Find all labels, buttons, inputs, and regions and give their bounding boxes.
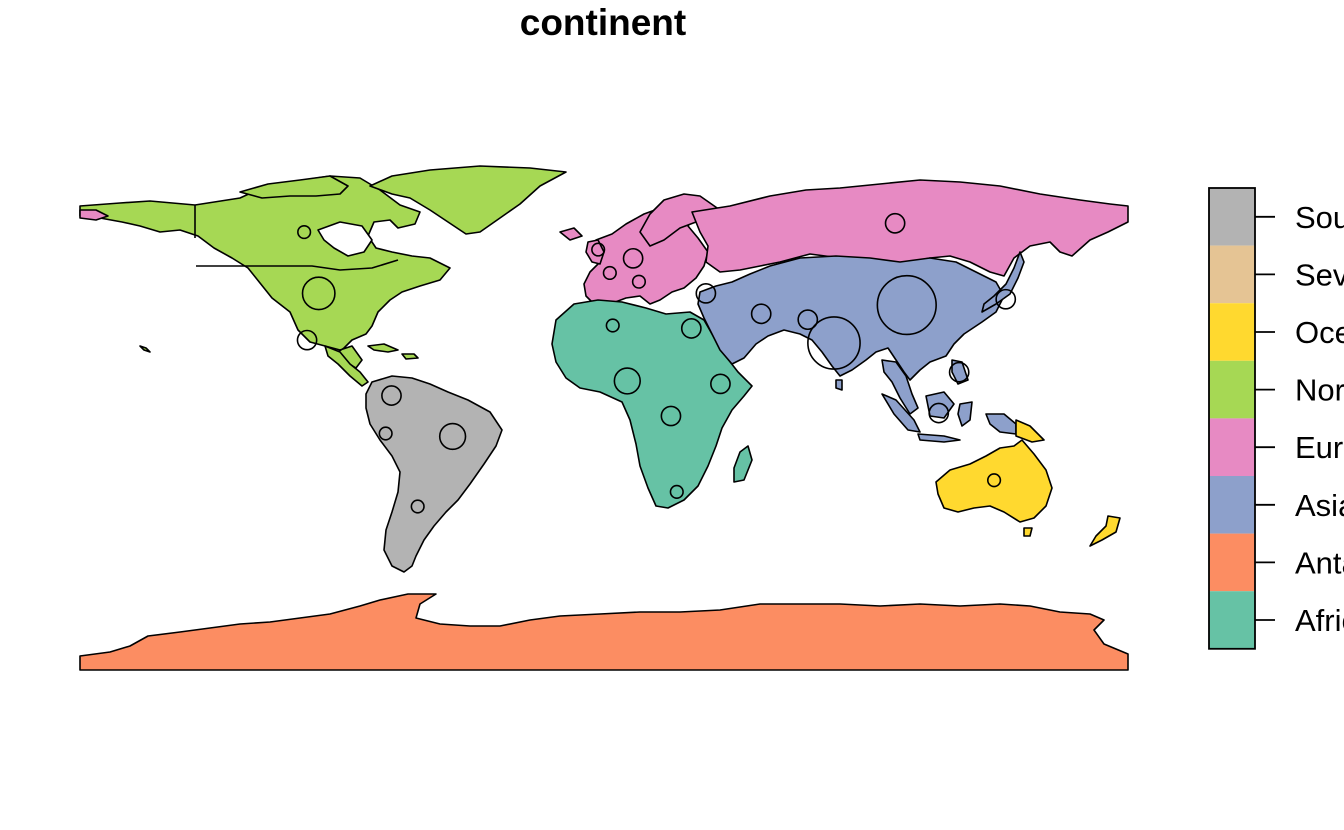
symbol-argentina	[410, 499, 425, 514]
symbol-peru	[378, 426, 393, 441]
legend-label: Seven seas (open ocean)	[1295, 257, 1344, 292]
map-title: continent	[519, 2, 687, 43]
symbol-nigeria	[613, 367, 641, 395]
legend-swatch	[1209, 303, 1255, 361]
region-russia-west-chukotka	[79, 209, 109, 221]
region-new-zealand	[1089, 515, 1121, 547]
region-philippines	[951, 359, 969, 385]
hudson-bay	[317, 221, 373, 257]
symbol-ethiopia	[710, 373, 731, 395]
symbol-india	[807, 316, 861, 370]
region-russia	[691, 179, 1129, 277]
symbol-brazil	[438, 422, 467, 451]
symbol-usa	[301, 276, 336, 311]
region-africa	[551, 299, 753, 509]
border-us-canada	[196, 259, 399, 271]
legend-swatch	[1209, 476, 1255, 534]
region-new-guinea-east	[1015, 419, 1045, 443]
region-asia	[697, 255, 1005, 381]
symbol-indonesia	[928, 402, 950, 424]
symbol-russia	[884, 212, 906, 234]
legend-swatch	[1209, 360, 1255, 419]
region-new-guinea-west	[985, 413, 1017, 435]
region-sumatra	[881, 393, 921, 433]
region-madagascar	[733, 445, 753, 483]
symbol-turkey	[695, 282, 717, 304]
region-japan	[981, 251, 1025, 313]
symbol-italy	[631, 274, 647, 289]
legend-swatch	[1209, 533, 1255, 592]
region-greenland	[369, 165, 567, 235]
region-sulawesi	[957, 401, 973, 427]
region-arctic-islands	[239, 175, 349, 199]
legend-swatch	[1209, 591, 1255, 649]
region-tasmania	[1023, 527, 1033, 537]
region-sri-lanka	[835, 379, 843, 391]
legend-label: Europe	[1295, 430, 1344, 465]
region-cuba	[367, 343, 399, 353]
symbol-egypt	[680, 318, 702, 339]
symbol-australia	[986, 473, 1002, 488]
region-south-america	[365, 375, 503, 573]
proportional-symbols	[296, 212, 1017, 514]
symbol-china	[876, 274, 937, 336]
symbol-iran	[750, 303, 772, 325]
legend-border	[1208, 187, 1256, 650]
symbol-pakistan	[797, 309, 819, 331]
legend-label: Oceania	[1295, 315, 1344, 350]
symbol-colombia	[381, 385, 402, 406]
legend-label: Antarctica	[1295, 545, 1344, 580]
symbol-drc	[660, 405, 682, 427]
legend-swatch	[1209, 188, 1255, 246]
symbol-canada-nw	[297, 224, 312, 240]
symbol-uk	[591, 242, 606, 257]
symbol-philippines	[948, 361, 970, 383]
region-iceland	[559, 227, 583, 241]
legend-label: North America	[1295, 373, 1344, 408]
region-uk	[585, 239, 605, 265]
region-north-america	[79, 175, 451, 369]
legend-swatch	[1209, 245, 1255, 304]
region-hawaii	[139, 345, 151, 353]
region-australia	[935, 439, 1053, 523]
symbol-japan	[995, 288, 1017, 310]
legend-label: Africa	[1295, 603, 1344, 638]
legend-label: Asia	[1295, 488, 1344, 523]
region-central-america	[324, 345, 369, 387]
symbol-france	[602, 265, 617, 281]
symbol-south-africa	[669, 484, 684, 500]
region-southeast-asia	[881, 359, 919, 415]
legend-swatch	[1209, 418, 1255, 476]
region-antarctica	[79, 593, 1129, 671]
region-borneo	[925, 391, 955, 419]
legend: South America Seven seas (open ocean) Ocea…	[1208, 187, 1344, 650]
symbol-germany	[622, 247, 644, 269]
symbol-mexico	[296, 329, 318, 351]
region-java	[917, 433, 961, 443]
region-hispaniola	[401, 353, 419, 360]
legend-label: South America	[1295, 200, 1344, 235]
symbol-algeria	[605, 318, 620, 333]
country-polygons	[79, 165, 1129, 671]
